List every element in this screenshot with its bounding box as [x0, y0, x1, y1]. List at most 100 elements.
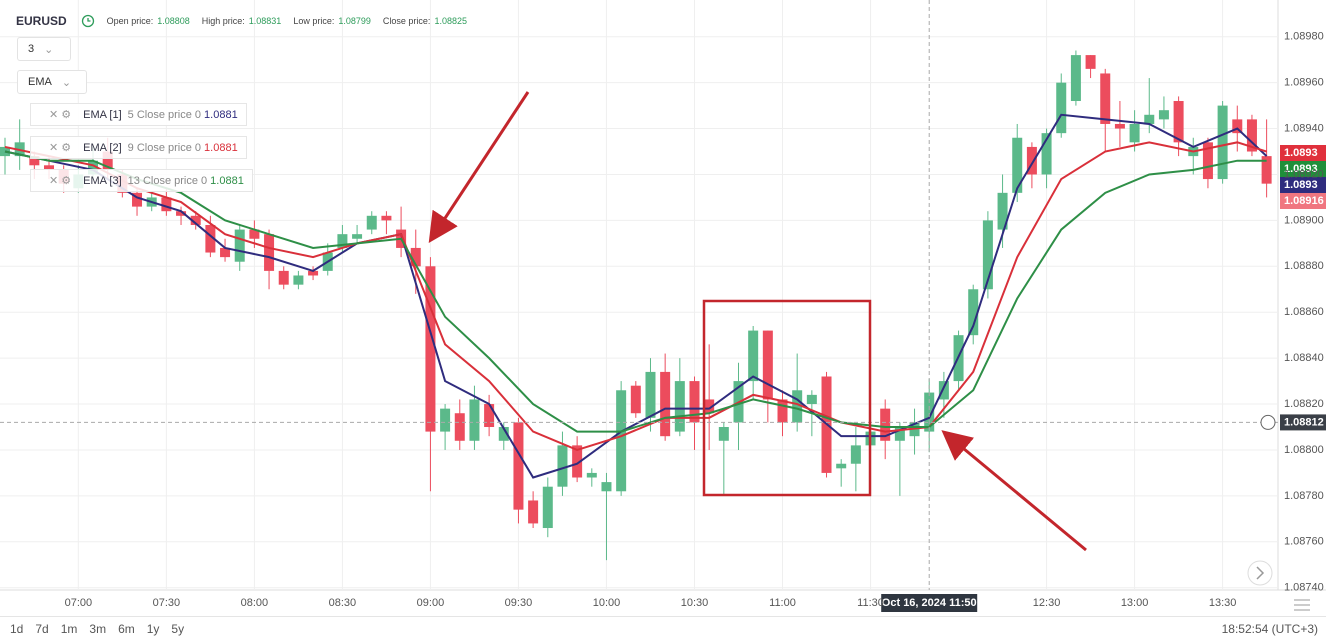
- price-tag-label: 1.0893: [1284, 163, 1318, 175]
- candle-body: [1114, 123, 1125, 129]
- indicator-dropdown[interactable]: EMA ⌄: [17, 70, 87, 94]
- symbol: EURUSD: [16, 14, 67, 28]
- candle-body: [425, 266, 436, 432]
- candle-body: [29, 156, 40, 166]
- ohlc-label: Close price:: [382, 16, 431, 26]
- candle-body: [630, 385, 641, 414]
- candle-body: [264, 234, 275, 271]
- legend-name: EMA [2]: [83, 141, 122, 154]
- x-tick-label: 09:00: [417, 597, 445, 609]
- ema-line: [4, 141, 1267, 452]
- crosshair-price: 1.08812: [1284, 416, 1324, 428]
- legend-params: 5 Close price 0: [127, 108, 202, 121]
- candle-body: [1246, 119, 1257, 152]
- candle-body: [1129, 123, 1140, 143]
- legend-value: 1.0881: [204, 108, 238, 121]
- candle-body: [249, 229, 260, 239]
- candle-body: [440, 408, 451, 432]
- x-tick-label: 12:30: [1033, 597, 1061, 609]
- legend-icons: ✕ ⚙: [49, 142, 72, 154]
- y-tick-label: 1.08760: [1284, 536, 1324, 548]
- legend-value: 1.0881: [210, 174, 244, 187]
- range-button[interactable]: 7d: [35, 622, 49, 636]
- candle-body: [1056, 82, 1067, 134]
- y-tick-label: 1.08840: [1284, 352, 1324, 364]
- price-tag: [1280, 161, 1326, 177]
- ema-line: [4, 113, 1268, 479]
- legend-value: 1.0881: [204, 141, 238, 154]
- x-tick-label: 11:00: [769, 597, 796, 609]
- price-tag-label: 1.0893: [1284, 147, 1318, 159]
- legend-name: EMA [3]: [83, 174, 122, 187]
- candle-body: [938, 381, 949, 400]
- candle-body: [132, 192, 143, 207]
- range-button[interactable]: 1y: [146, 622, 160, 636]
- x-tick-label: 07:30: [153, 597, 181, 609]
- range-button[interactable]: 1d: [10, 622, 24, 636]
- candle-body: [557, 445, 568, 487]
- range-buttons: 1d 7d 1m 3m 6m 1y 5y: [10, 622, 184, 636]
- scroll-button[interactable]: [1247, 560, 1273, 586]
- candle-body: [601, 482, 612, 492]
- candle-body: [645, 371, 656, 418]
- interval-dropdown[interactable]: 3 ⌄: [17, 37, 71, 61]
- indicator-menu: EMA: [28, 76, 52, 88]
- candle-body: [410, 247, 421, 267]
- candle-body: [205, 224, 216, 253]
- x-tick-label: 10:00: [593, 597, 621, 609]
- annotation-arrow: [428, 91, 530, 244]
- candle-body: [968, 289, 979, 336]
- range-button[interactable]: 1m: [60, 622, 78, 636]
- candle-body: [484, 404, 495, 428]
- ohlc-info: Open price: 1.08808 High price: 1.08831 Low …: [107, 16, 475, 26]
- y-tick-label: 1.08960: [1284, 77, 1324, 89]
- header: EURUSD Open price: 1.08808 High price: 1.08…: [16, 14, 475, 28]
- candles: [0, 50, 1272, 561]
- x-tick-label: 08:00: [241, 597, 269, 609]
- candle-body: [1217, 105, 1228, 180]
- candle-body: [352, 234, 363, 239]
- x-tick-label: 11:30: [857, 597, 884, 609]
- candle-body: [102, 151, 113, 170]
- candle-body: [777, 399, 788, 423]
- legend-params: 9 Close price 0: [127, 141, 202, 154]
- legend-row: ✕ ⚙ EMA [3] 13 Close price 0 1.0881: [30, 169, 253, 192]
- candle-body: [586, 472, 597, 478]
- candle-body: [1261, 156, 1272, 184]
- candle-body: [748, 330, 759, 382]
- highlight-box: [702, 299, 872, 497]
- x-tick-label: 08:30: [329, 597, 357, 609]
- price-tag-label: 1.0893: [1284, 179, 1318, 191]
- y-tick-label: 1.08900: [1284, 214, 1324, 226]
- y-tick-label: 1.08920: [1284, 168, 1324, 180]
- candle-body: [660, 371, 671, 437]
- candle-body: [513, 422, 524, 510]
- candle-body: [337, 234, 348, 248]
- candle-body: [616, 390, 627, 492]
- time-tag: [881, 594, 978, 612]
- candle-body: [498, 427, 509, 441]
- legend-params: 13 Close price 0: [127, 174, 208, 187]
- candle-body: [381, 215, 392, 221]
- legend-row: ✕ ⚙ EMA [1] 5 Close price 0 1.0881: [30, 103, 247, 126]
- bottom-bar: 1d 7d 1m 3m 6m 1y 5y 18:52:54 (UTC+3): [0, 616, 1326, 640]
- clock-icon: [81, 14, 94, 28]
- ohlc-value: 1.08808: [157, 16, 190, 26]
- candle-body: [190, 215, 201, 225]
- candle-body: [1202, 142, 1213, 180]
- range-button[interactable]: 6m: [118, 622, 135, 636]
- range-button[interactable]: 5y: [171, 622, 185, 636]
- candle-body: [176, 211, 187, 216]
- candle-body: [366, 215, 377, 230]
- candle-body: [1041, 133, 1052, 175]
- y-tick-label: 1.08740: [1284, 582, 1324, 594]
- candle-body: [572, 445, 583, 478]
- range-button[interactable]: 3m: [89, 622, 107, 636]
- candle-body: [704, 399, 715, 414]
- settings-icon[interactable]: [1294, 599, 1310, 611]
- y-tick-label: 1.08980: [1284, 31, 1324, 43]
- candle-body: [293, 275, 304, 285]
- annotation-arrow: [941, 430, 1087, 552]
- candle-body: [44, 165, 55, 170]
- price-tag: [1280, 177, 1326, 193]
